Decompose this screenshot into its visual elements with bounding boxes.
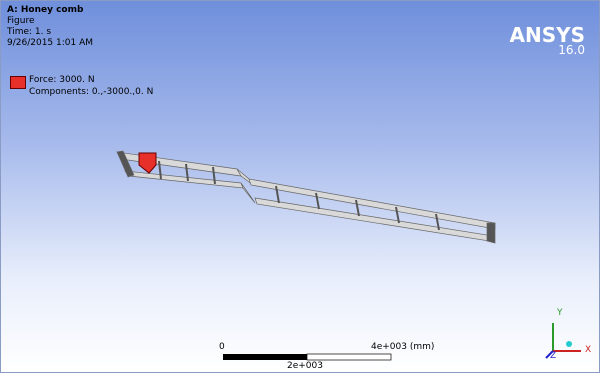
triad-ball [566,341,572,347]
viewport: A: Honey comb Figure Time: 1. s 9/26/201… [0,0,600,373]
scale-end: 4e+003 (mm) [371,342,434,352]
triad-x: X [585,345,591,355]
force-marker [139,153,156,173]
end-plate [487,223,495,243]
ribs [159,161,439,230]
scale-mid: 2e+003 [287,361,323,371]
beam [117,151,495,243]
triad-y: Y [557,308,563,318]
scale-bar-dark [223,354,307,360]
triad-z: Z [550,351,556,361]
scale-bar-light [307,354,391,360]
scale-start: 0 [219,342,225,352]
model-view [1,1,599,372]
jog [241,183,255,203]
